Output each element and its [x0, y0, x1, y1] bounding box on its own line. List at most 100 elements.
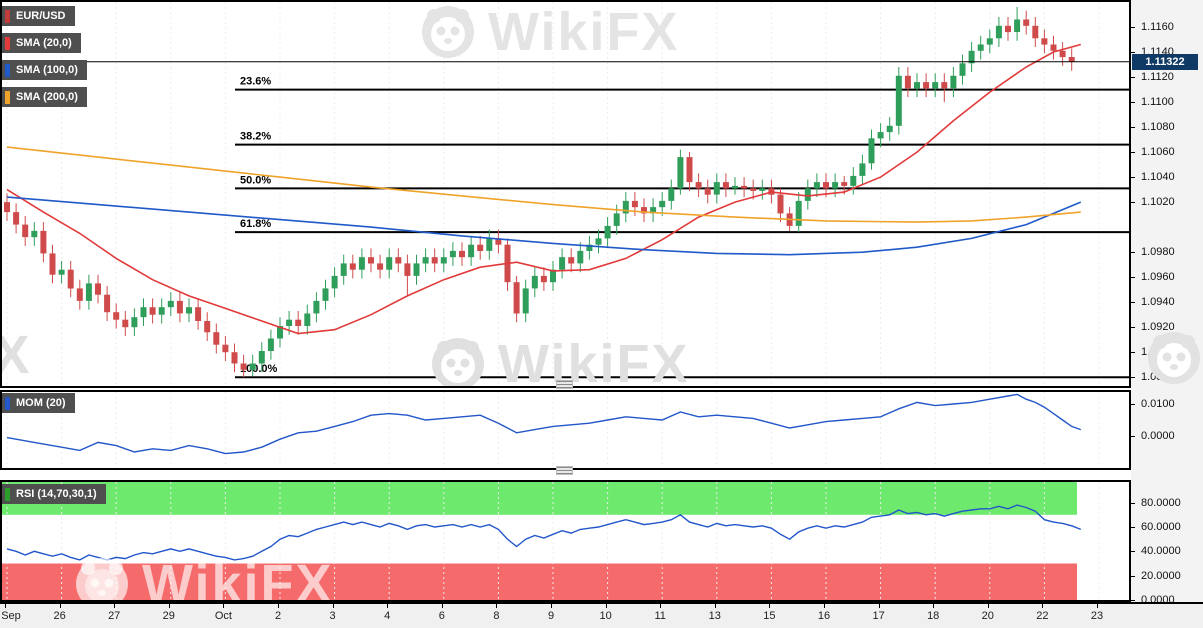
candle-body	[522, 288, 529, 314]
sma100-color-stripe	[5, 63, 10, 77]
axis-tick	[1131, 527, 1135, 528]
rsi-axis-label: 20.0000	[1141, 569, 1181, 582]
axis-tick	[769, 604, 770, 608]
candle-body	[422, 257, 429, 264]
candle-body	[877, 132, 884, 139]
rsi-chart[interactable]	[2, 482, 1129, 600]
indicator-badge-rsi[interactable]: RSI (14,70,30,1)	[2, 484, 106, 504]
axis-tick	[1131, 102, 1135, 104]
mom-axis-label: 0.0100	[1141, 398, 1175, 410]
candle-body	[832, 182, 839, 189]
axis-tick	[1131, 551, 1135, 553]
candle-body	[267, 338, 274, 351]
candle-body	[140, 307, 147, 318]
time-axis[interactable]: Sep 26 27 29 Oct 2 3 4 6 8 9 10 11 13 15 16 17 18 20 22 23	[0, 602, 1203, 628]
fib-level-label: 38.2%	[240, 131, 271, 143]
candle-body	[823, 182, 829, 189]
price-axis-label: 1.1020	[1141, 196, 1175, 209]
candle-body	[85, 283, 92, 301]
candle-body	[113, 312, 120, 320]
candle-body	[22, 224, 29, 238]
axis-tick	[715, 604, 716, 608]
sma100-label: SMA (100,0)	[16, 64, 78, 76]
candle-body	[886, 125, 893, 133]
candle-body	[486, 238, 493, 251]
fib-level-label: 61.8%	[240, 218, 271, 230]
candle-body	[395, 257, 402, 264]
candle-body	[713, 182, 720, 195]
candle-body	[759, 188, 766, 191]
price-axis-label: 1.1080	[1141, 121, 1175, 134]
candle-body	[1050, 44, 1057, 51]
candle-body	[923, 82, 930, 89]
candle-body	[1032, 25, 1039, 39]
overbought-band	[2, 482, 1077, 515]
sma20-label: SMA (20,0)	[16, 37, 72, 49]
candle-body	[176, 300, 183, 314]
candle-body	[167, 300, 174, 308]
price-axis-label: 1.1040	[1141, 171, 1175, 184]
sma-200-0-line	[6, 146, 1081, 223]
axis-tick	[879, 604, 880, 608]
symbol-badge[interactable]: EUR/USD	[2, 6, 75, 26]
candle-body	[977, 44, 984, 51]
candle-body	[231, 352, 238, 364]
date-label: 10	[599, 610, 612, 622]
candle-body	[1014, 19, 1021, 32]
date-label: 27	[108, 610, 121, 622]
axis-tick	[387, 604, 388, 608]
sma200-label: SMA (200,0)	[16, 91, 78, 103]
momentum-chart[interactable]	[2, 392, 1129, 468]
candle-body	[568, 257, 575, 264]
indicator-badge-sma20[interactable]: SMA (20,0)	[2, 33, 81, 53]
axis-tick	[1131, 127, 1135, 129]
price-axis[interactable]: 1.11322 1.1160 1.1140 1.1120 1.1100 1.1080 1.…	[1131, 0, 1203, 606]
candle-body	[240, 363, 247, 370]
axis-tick	[1131, 302, 1135, 304]
candle-body	[40, 230, 47, 254]
momentum-panel[interactable]: MOM (20)	[0, 390, 1131, 470]
date-label: 22	[1036, 610, 1049, 622]
axis-tick	[1131, 152, 1135, 154]
date-label: 26	[53, 610, 66, 622]
rsi-panel[interactable]: WikiFX RSI (14,70,30,1)	[0, 480, 1131, 602]
candle-body	[258, 351, 265, 364]
panel-resize-handle[interactable]	[556, 466, 573, 475]
candle-body	[459, 250, 465, 258]
fib-level-label: 100.0%	[240, 363, 278, 375]
candle-body	[1059, 50, 1066, 58]
indicator-badge-sma200[interactable]: SMA (200,0)	[2, 87, 87, 107]
axis-tick	[1131, 277, 1135, 279]
candle-body	[67, 269, 74, 289]
mom-color-stripe	[5, 396, 10, 410]
candle-body	[741, 185, 748, 189]
axis-tick	[1131, 252, 1135, 254]
date-label: 4	[384, 610, 391, 622]
main-chart-panel[interactable]: WikiFX WikiFX WikiFX 23.6%38.2%50.0%61.8…	[0, 0, 1131, 388]
candle-body	[468, 244, 475, 258]
panel-resize-handle[interactable]	[556, 380, 573, 389]
candle-body	[659, 200, 666, 208]
candle-body	[531, 275, 538, 289]
date-label: 29	[162, 610, 175, 622]
axis-tick	[1131, 177, 1135, 179]
candle-body	[95, 283, 101, 295]
indicator-badge-mom[interactable]: MOM (20)	[2, 393, 75, 413]
candle-body	[368, 257, 374, 264]
candle-body	[495, 238, 502, 245]
rsi-axis-label: 60.0000	[1141, 521, 1181, 533]
candlestick-chart[interactable]: 23.6% 38.2% 50.0% 61.8% 100.0%	[2, 2, 1129, 386]
axis-tick	[1131, 77, 1135, 79]
candle-body	[577, 250, 584, 264]
indicator-badge-sma100[interactable]: SMA (100,0)	[2, 60, 87, 80]
candle-body	[686, 157, 693, 183]
current-price-badge: 1.11322	[1132, 53, 1198, 70]
price-axis-label: 1.0880	[1141, 371, 1175, 384]
candle-body	[586, 244, 593, 251]
rsi-color-stripe	[5, 487, 10, 501]
momentum-line	[6, 393, 1082, 455]
date-label: 17	[872, 610, 885, 622]
sma20-color-stripe	[5, 36, 10, 50]
date-label: 6	[438, 610, 445, 622]
